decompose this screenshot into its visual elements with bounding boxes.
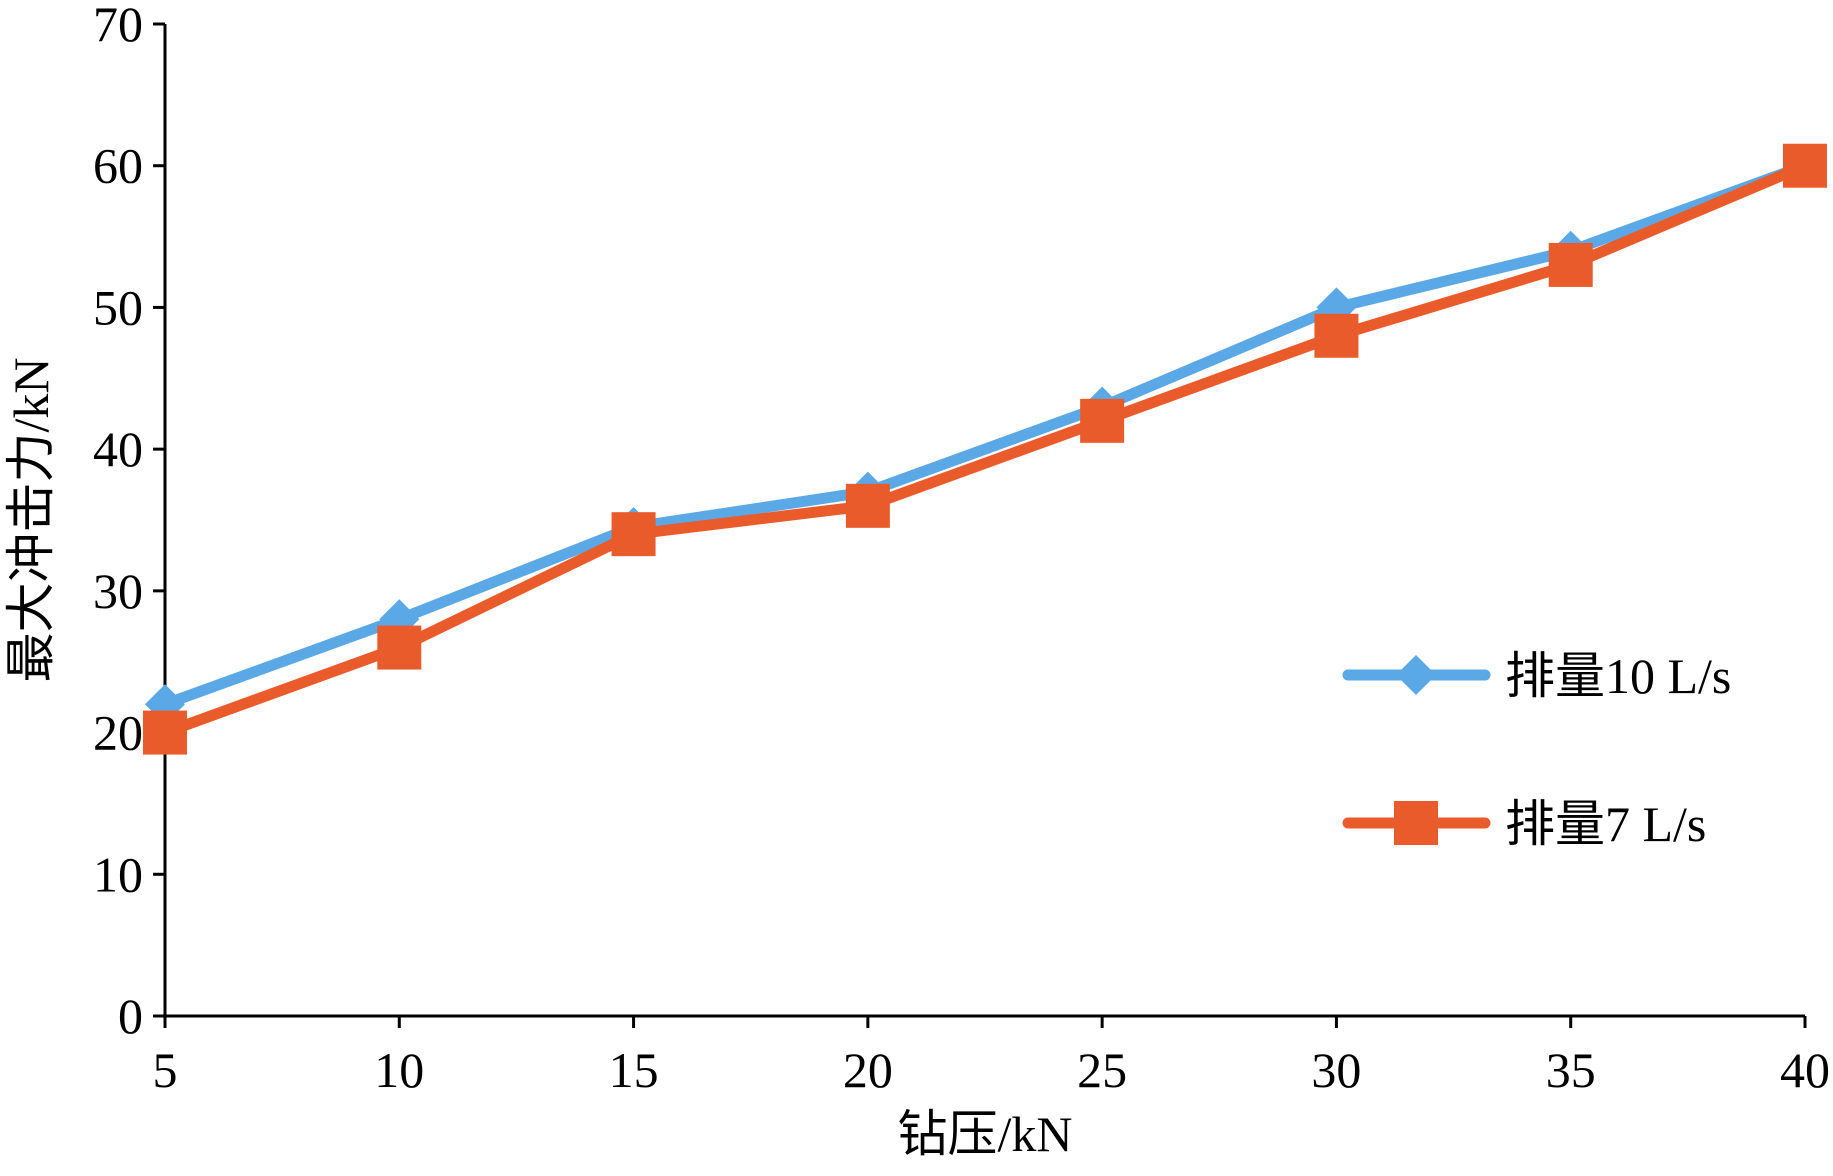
x-tick-label: 10 (374, 1042, 424, 1098)
data-point (1314, 313, 1359, 358)
series-line (159, 160, 1811, 739)
y-tick-label: 10 (93, 846, 143, 902)
series-line (159, 160, 1811, 710)
y-tick-label: 60 (93, 138, 143, 194)
y-tick-label: 40 (93, 421, 143, 477)
y-tick-label: 50 (93, 279, 143, 335)
x-axis-title: 钻压/kN (898, 1106, 1073, 1162)
series (143, 143, 1827, 755)
legend-marker (1396, 655, 1436, 695)
legend-label: 排量10 L/s (1505, 648, 1731, 704)
legend-marker (1394, 801, 1438, 845)
x-tick-label: 20 (843, 1042, 893, 1098)
legend-item: 排量10 L/s (1342, 648, 1731, 704)
x-tick-label: 30 (1311, 1042, 1361, 1098)
ticks: 5 10 15 20 25 30 35 40 0 10 20 30 40 50 60 70 (93, 0, 1830, 1098)
y-tick-label: 20 (93, 705, 143, 761)
x-tick-label: 15 (609, 1042, 659, 1098)
data-point (1548, 242, 1593, 287)
y-axis-title: 最大冲击力/kN (3, 358, 59, 683)
x-tick-label: 5 (153, 1042, 178, 1098)
y-tick-label: 30 (93, 563, 143, 619)
data-point (1783, 143, 1827, 188)
legend: 排量10 L/s 排量7 L/s (1342, 648, 1731, 852)
data-point (377, 625, 422, 670)
data-point (845, 483, 890, 528)
data-point (1080, 398, 1125, 443)
y-tick-label: 0 (118, 988, 143, 1044)
y-tick-label: 70 (93, 0, 143, 52)
series-2 (143, 143, 1827, 755)
axes (163, 24, 1805, 1018)
x-tick-label: 35 (1546, 1042, 1596, 1098)
data-point (611, 512, 656, 557)
x-tick-label: 25 (1077, 1042, 1127, 1098)
legend-item: 排量7 L/s (1342, 796, 1706, 852)
legend-label: 排量7 L/s (1505, 796, 1706, 852)
x-tick-label: 40 (1780, 1042, 1830, 1098)
data-point (143, 710, 187, 755)
